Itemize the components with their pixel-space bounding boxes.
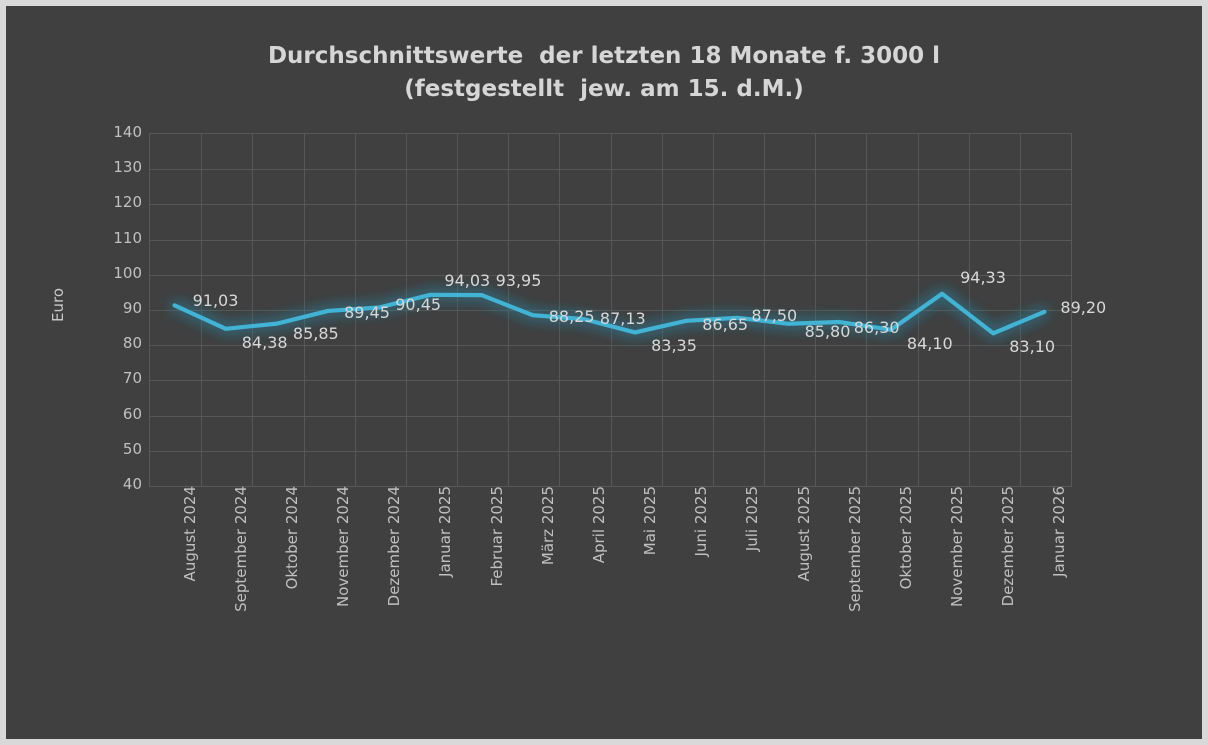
y-axis-tick: 70 [122, 369, 142, 388]
y-axis-tick: 90 [122, 299, 142, 317]
chart-title-line-1: Durchschnittswerte der letzten 18 Monate… [267, 43, 941, 69]
gridline-horizontal [150, 169, 1071, 171]
data-value-labels: 91,03 84,38 85,85 89,45 90,45 94,03 93,95 88,25… [149, 133, 1107, 485]
y-axis-tick: 120 [113, 193, 142, 212]
x-axis-tick: Oktober 2025 [896, 486, 915, 590]
y-axis-tick: 140 [113, 123, 142, 141]
x-axis-tick: August 2025 [794, 486, 813, 582]
y-axis-tick: 60 [122, 404, 142, 423]
gridline-vertical [866, 134, 867, 486]
y-axis-tick: 40 [122, 475, 142, 493]
x-axis-tick: November 2025 [948, 486, 967, 607]
chart-container: Durchschnittswerte der letzten 18 Monate… [6, 6, 1202, 739]
x-axis-tick: Februar 2025 [487, 486, 506, 587]
y-axis-tick: 130 [113, 158, 142, 177]
y-axis-title: Euro [49, 288, 67, 322]
data-label: 91,03 [192, 291, 239, 311]
gridline-vertical [304, 134, 305, 486]
gridline-horizontal [150, 450, 1071, 452]
gridline-horizontal [150, 345, 1071, 347]
data-label: 86,30 [853, 318, 900, 338]
gridline-vertical [611, 134, 612, 486]
x-axis-tick: April 2025 [589, 486, 608, 564]
data-label: 94,33 [960, 267, 1006, 287]
gridline-horizontal [150, 204, 1071, 206]
data-label: 83,10 [1009, 337, 1056, 357]
gridline-vertical [508, 134, 509, 486]
x-axis-tick: November 2024 [334, 486, 353, 607]
x-axis-tick: Januar 2025 [436, 486, 455, 577]
x-axis-tick: Juli 2025 [743, 486, 762, 552]
gridline-vertical [764, 134, 765, 486]
data-label: 86,65 [702, 314, 749, 334]
data-label: 89,45 [344, 302, 390, 322]
x-axis-tick: Dezember 2024 [385, 486, 404, 607]
x-axis-tick: Mai 2025 [641, 486, 660, 556]
gridline-vertical [457, 134, 458, 486]
data-label: 94,03 [444, 270, 491, 290]
data-label: 88,25 [548, 307, 595, 327]
data-label: 84,10 [906, 333, 953, 353]
gridline-vertical [662, 134, 663, 486]
data-label: 84,38 [241, 332, 288, 352]
gridline-vertical [201, 134, 202, 486]
gridline-vertical [713, 134, 714, 486]
y-axis-tick: 110 [113, 228, 142, 247]
data-label: 87,50 [751, 305, 798, 325]
series-line-euro [171, 290, 1048, 337]
x-axis-tick: Oktober 2024 [282, 486, 301, 590]
x-axis-tick: Januar 2026 [1050, 486, 1069, 577]
y-axis-tick: 50 [122, 439, 142, 458]
y-axis-tick: 80 [122, 334, 142, 353]
data-label: 83,35 [651, 336, 697, 356]
gridline-horizontal [150, 274, 1071, 276]
gridline-vertical [252, 134, 253, 486]
gridline-horizontal [150, 415, 1071, 417]
x-axis-tick: September 2024 [231, 486, 250, 612]
gridline-vertical [406, 134, 407, 486]
gridline-vertical [1020, 134, 1021, 486]
data-label: 93,95 [495, 271, 542, 291]
chart-title-line-2: (festgestellt jew. am 15. d.M.) [404, 76, 804, 102]
gridline-horizontal [150, 380, 1071, 382]
y-axis-tick-labels: 140 130 120 110 100 90 80 70 60 50 40 [92, 125, 142, 492]
x-axis-tick: März 2025 [538, 486, 557, 566]
chart-title: Durchschnittswerte der letzten 18 Monate… [6, 40, 1202, 106]
data-label: 85,85 [292, 323, 339, 343]
y-axis-tick: 100 [113, 263, 142, 282]
x-axis-tick-labels: August 2024 September 2024 Oktober 2024 Nov… [149, 486, 1070, 666]
gridline-vertical [559, 134, 560, 486]
data-label: 89,20 [1060, 297, 1107, 317]
data-label: 87,13 [599, 309, 646, 329]
x-axis-tick: Dezember 2025 [999, 486, 1018, 607]
gridline-vertical [969, 134, 970, 486]
gridline-horizontal [150, 310, 1071, 311]
x-axis-tick: August 2024 [180, 486, 199, 582]
data-label: 85,80 [804, 321, 851, 341]
x-axis-tick: September 2025 [845, 486, 864, 612]
x-axis-tick: Juni 2025 [692, 486, 711, 557]
series-stroke [172, 291, 1047, 336]
gridline-vertical [815, 134, 816, 486]
gridline-horizontal [150, 239, 1071, 241]
data-label: 90,45 [395, 295, 442, 315]
